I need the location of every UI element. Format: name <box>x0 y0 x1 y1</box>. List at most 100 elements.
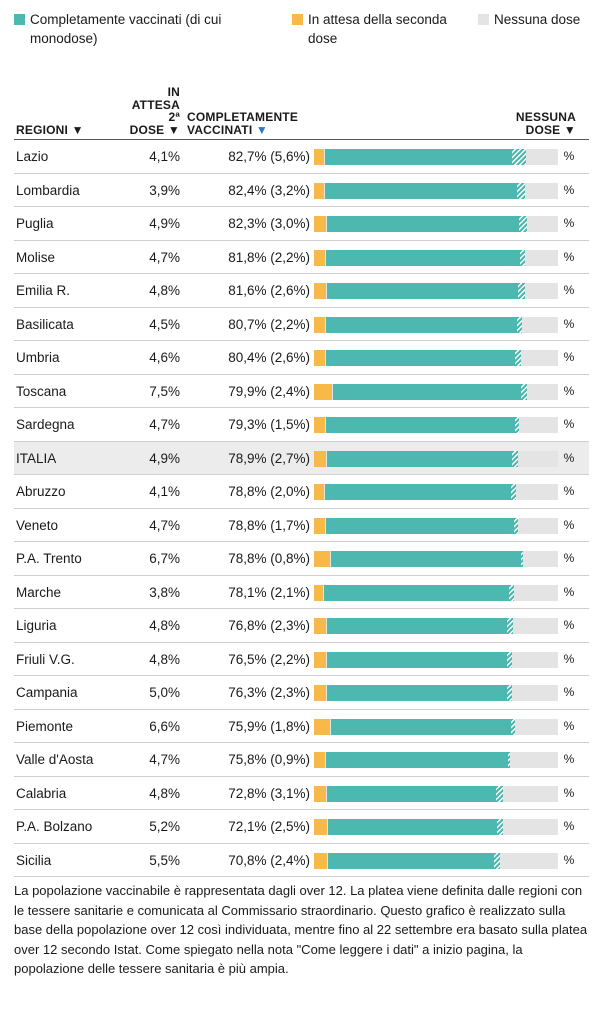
bar-segment-vaccinated <box>324 182 517 199</box>
waiting-value: 4,8% <box>149 618 180 633</box>
table-row: Sardegna 4,7% 79,3% (1,5%)% <box>14 408 589 442</box>
bar-segment-vaccinated <box>331 551 521 567</box>
table-row: Piemonte 6,6% 75,9% (1,8%)% <box>14 710 589 743</box>
stacked-bar <box>314 718 558 735</box>
column-header-region[interactable]: REGIONI ▼ <box>16 74 126 136</box>
waiting-value: 4,8% <box>149 283 180 298</box>
none-value: % <box>563 551 575 565</box>
legend-item-vaccinated: Completamente vaccinati (di cui monodose… <box>14 10 264 48</box>
none-value: % <box>563 484 575 498</box>
none-value: % <box>563 283 575 297</box>
bar-segment-vaccinated <box>326 350 516 366</box>
table-row: Puglia 4,9% 82,3% (3,0%)% <box>14 207 589 241</box>
vaccinated-value: 72,8% (3,1%) <box>228 785 310 801</box>
region-label: Sicilia <box>16 852 52 868</box>
vaccinated-value: 79,9% (2,4%) <box>228 383 310 399</box>
bar-segment-waiting <box>314 484 324 500</box>
none-value: % <box>563 685 575 699</box>
bar-segment-waiting <box>314 819 327 835</box>
waiting-value: 6,7% <box>149 551 180 566</box>
bar-segment-single-dose <box>512 149 526 165</box>
sort-arrow-icon: ▼ <box>255 122 268 137</box>
region-label: Basilicata <box>16 316 74 332</box>
none-value: % <box>563 718 575 733</box>
bar-segment-vaccinated <box>326 785 496 802</box>
waiting-value: 4,1% <box>149 484 180 499</box>
column-header-waiting-l4: DOSE ▼ <box>129 122 180 137</box>
table-row: ITALIA 4,9% 78,9% (2,7%)% <box>14 441 589 475</box>
vaccinated-value: 80,4% (2,6%) <box>228 350 310 365</box>
waiting-value: 4,9% <box>149 216 180 231</box>
column-header-none[interactable]: NESSUNA DOSE ▼ <box>480 74 576 136</box>
legend-swatch-waiting <box>292 14 303 25</box>
bar-segment-vaccinated <box>326 283 519 299</box>
stacked-bar <box>314 149 558 165</box>
region-label: ITALIA <box>16 450 57 466</box>
bar-segment-vaccinated <box>326 216 520 232</box>
legend-item-none: Nessuna dose <box>478 10 589 29</box>
bar-segment-single-dose <box>515 350 522 366</box>
none-value: % <box>563 149 575 163</box>
bar-segment-single-dose <box>518 283 525 299</box>
region-label: Puglia <box>16 216 54 231</box>
bar-segment-vaccinated <box>326 618 508 634</box>
bar-segment-waiting <box>314 618 326 634</box>
bar-segment-single-dose <box>495 785 504 802</box>
bar-segment-single-dose <box>496 819 503 835</box>
vaccinated-value: 75,9% (1,8%) <box>228 718 310 734</box>
region-label: Piemonte <box>16 718 74 734</box>
vaccinated-value: 82,7% (5,6%) <box>228 149 310 164</box>
bar-segment-waiting <box>314 149 324 165</box>
table-row: Basilicata 4,5% 80,7% (2,2%)% <box>14 308 589 341</box>
column-header-waiting[interactable]: IN ATTESA 2ª DOSE ▼ <box>100 74 180 136</box>
vaccinated-value: 79,3% (1,5%) <box>228 417 310 432</box>
region-label: Sardegna <box>16 417 75 432</box>
bar-segment-single-dose <box>511 484 517 500</box>
table-row: Campania 5,0% 76,3% (2,3%)% <box>14 676 589 710</box>
vaccinated-value: 76,5% (2,2%) <box>228 651 310 667</box>
region-label: Campania <box>16 685 78 700</box>
data-table: Lazio 4,1% 82,7% (5,6%)% Lombardia 3,9% 82,4%… <box>14 140 589 877</box>
bar-segment-single-dose <box>519 249 526 266</box>
stacked-bar <box>314 819 558 835</box>
legend-swatch-vaccinated <box>14 14 25 25</box>
none-value: % <box>563 584 575 599</box>
bar-segment-vaccinated <box>326 450 512 467</box>
vaccinated-value: 78,8% (0,8%) <box>228 551 310 566</box>
none-value: % <box>563 316 575 331</box>
legend: Completamente vaccinati (di cui monodose… <box>14 10 589 60</box>
table-row: Friuli V.G. 4,8% 76,5% (2,2%)% <box>14 643 589 676</box>
bar-segment-waiting <box>314 852 328 869</box>
bar-segment-vaccinated <box>325 316 517 333</box>
column-header-waiting-l2: ATTESA <box>131 97 180 112</box>
none-value: % <box>563 450 575 465</box>
waiting-value: 4,6% <box>149 350 180 365</box>
waiting-value: 4,7% <box>149 752 180 767</box>
waiting-value: 4,9% <box>149 450 180 466</box>
none-value: % <box>563 651 575 666</box>
table-row: Molise 4,7% 81,8% (2,2%)% <box>14 241 589 274</box>
none-value: % <box>563 216 575 230</box>
none-value: % <box>563 852 575 867</box>
region-label: Liguria <box>16 618 57 633</box>
bar-segment-waiting <box>314 417 326 433</box>
stacked-bar <box>314 752 558 768</box>
bar-segment-vaccinated <box>326 249 520 266</box>
waiting-value: 4,8% <box>149 651 180 667</box>
bar-segment-single-dose <box>521 383 528 400</box>
stacked-bar <box>314 517 558 534</box>
table-row: Toscana 7,5% 79,9% (2,4%)% <box>14 375 589 408</box>
region-label: Valle d'Aosta <box>16 752 94 767</box>
region-label: Emilia R. <box>16 283 71 298</box>
bar-segment-waiting <box>314 517 326 534</box>
column-header-none-l1: NESSUNA <box>515 110 576 124</box>
vaccinated-value: 76,3% (2,3%) <box>228 685 310 700</box>
stacked-bar <box>314 484 558 500</box>
stacked-bar <box>314 216 558 232</box>
bar-segment-single-dose <box>515 417 519 433</box>
header-divider <box>14 139 589 140</box>
bar-segment-single-dose <box>520 551 523 567</box>
vaccinated-value: 82,3% (3,0%) <box>228 216 310 231</box>
column-header-vaccinated[interactable]: COMPLETAMENTE VACCINATI ▼ <box>187 74 317 136</box>
waiting-value: 4,7% <box>149 517 180 533</box>
